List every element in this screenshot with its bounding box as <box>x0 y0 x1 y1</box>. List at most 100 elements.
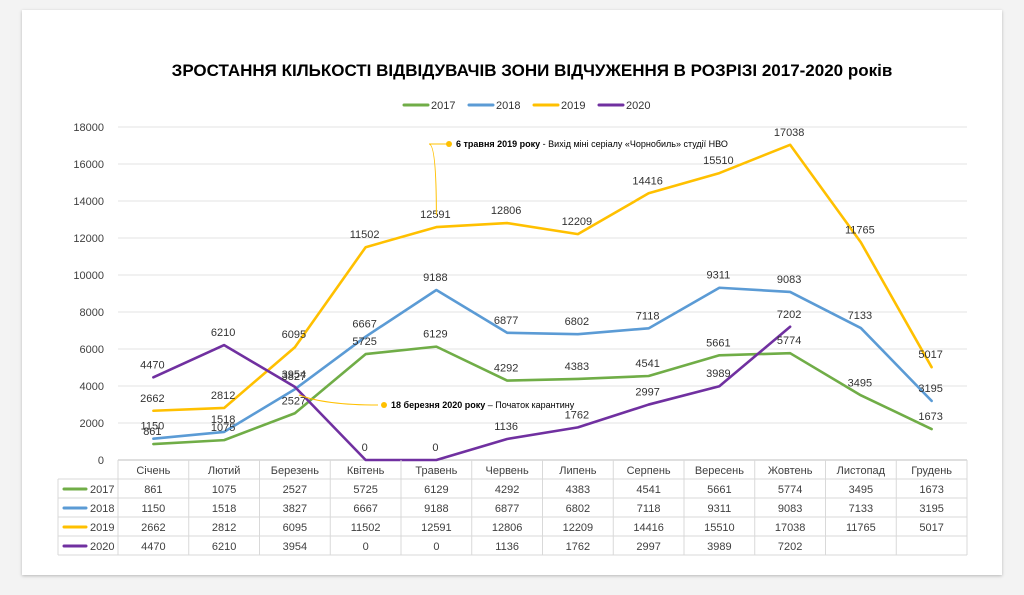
table-cell: 9083 <box>778 503 802 515</box>
table-cell: 1075 <box>212 484 236 496</box>
series-lines <box>152 143 933 462</box>
table-cell: 12806 <box>492 522 523 534</box>
table-cell: 5774 <box>778 484 802 496</box>
data-label: 6095 <box>282 329 306 341</box>
annotation-leader <box>428 143 449 216</box>
table-cell: 5725 <box>353 484 377 496</box>
table-cell: 9188 <box>424 503 448 515</box>
table-cell: 12591 <box>421 522 452 534</box>
category-label: Травень <box>415 465 457 477</box>
table-cell: 7118 <box>637 503 661 515</box>
data-label: 6667 <box>352 319 376 331</box>
y-axis: 0 2000 4000 6000 8000 10000 12000 14000 16000 180… <box>73 122 104 467</box>
table-cell: 17038 <box>775 522 806 534</box>
y-tick-label: 4000 <box>80 381 104 393</box>
table-cell: 3827 <box>283 503 307 515</box>
table-cell: 2997 <box>636 541 660 553</box>
chart-title: ЗРОСТАННЯ КІЛЬКОСТІ ВІДВІДУВАЧІВ ЗОНИ ВІ… <box>172 61 893 80</box>
data-label: 7118 <box>636 310 660 322</box>
category-label: Лютий <box>208 465 241 477</box>
data-label: 5661 <box>706 337 730 349</box>
annotations: 6 травня 2019 року - Вихід міні серіалу … <box>298 139 728 410</box>
category-label: Липень <box>559 465 597 477</box>
y-tick-label: 2000 <box>80 418 104 430</box>
y-tick-label: 18000 <box>73 122 104 134</box>
y-tick-label: 8000 <box>80 307 104 319</box>
data-label: 11502 <box>350 229 380 241</box>
category-label: Жовтень <box>768 465 813 477</box>
table-cell: 6802 <box>566 503 590 515</box>
data-label: 1136 <box>494 421 518 433</box>
table-cell: 5661 <box>707 484 731 496</box>
data-label: 15510 <box>703 155 734 167</box>
line-chart: ЗРОСТАННЯ КІЛЬКОСТІ ВІДВІДУВАЧІВ ЗОНИ ВІ… <box>57 61 968 556</box>
category-label: Квітень <box>347 465 385 477</box>
data-label: 9083 <box>777 274 801 286</box>
table-cell: 4541 <box>636 484 660 496</box>
table-cell: 1150 <box>142 503 166 515</box>
table-cell: 15510 <box>704 522 735 534</box>
data-label: 1518 <box>211 414 235 426</box>
data-label: 2527 <box>282 395 306 407</box>
data-label: 7133 <box>848 310 872 322</box>
series-line-2020 <box>152 325 792 462</box>
table-cell: 0 <box>363 541 369 553</box>
data-label: 5774 <box>777 335 801 347</box>
annotation-text: 18 березня 2020 року – Початок карантину <box>391 400 575 410</box>
data-label: 6802 <box>565 316 589 328</box>
table-cell: 0 <box>433 541 439 553</box>
data-label: 861 <box>143 426 161 438</box>
annotation-text: 6 травня 2019 року - Вихід міні серіалу … <box>456 139 728 149</box>
series-line-2017 <box>152 345 933 446</box>
table-cell: 3989 <box>707 541 731 553</box>
data-label: 3495 <box>848 377 872 389</box>
category-label: Січень <box>136 465 170 477</box>
table-cell: 1762 <box>566 541 590 553</box>
table-cell: 2812 <box>212 522 236 534</box>
legend-label: 2020 <box>626 100 650 112</box>
data-label: 6210 <box>211 327 235 339</box>
data-label: 12591 <box>420 209 451 221</box>
table-cell: 6095 <box>283 522 307 534</box>
table-series-name: 2020 <box>90 541 114 553</box>
chart-card: ЗРОСТАННЯ КІЛЬКОСТІ ВІДВІДУВАЧІВ ЗОНИ ВІ… <box>22 10 1002 575</box>
table-cell: 4292 <box>495 484 519 496</box>
category-label: Вересень <box>695 465 744 477</box>
data-label: 17038 <box>774 127 805 139</box>
data-label: 1762 <box>565 409 589 421</box>
data-label: 5017 <box>918 349 942 361</box>
table-cell: 7133 <box>849 503 873 515</box>
data-label: 3827 <box>282 371 306 383</box>
annotation-leader <box>298 394 379 406</box>
table-cell: 7202 <box>778 541 802 553</box>
data-label: 4470 <box>140 359 164 371</box>
annotation-date: 18 березня 2020 року <box>391 400 485 410</box>
data-label: 2812 <box>211 390 235 402</box>
data-label: 3954 <box>282 369 306 381</box>
category-label: Грудень <box>911 465 952 477</box>
y-tick-label: 0 <box>98 455 104 467</box>
table-cell: 861 <box>144 484 162 496</box>
table-series-name: 2018 <box>90 503 114 515</box>
table-cell: 2527 <box>283 484 307 496</box>
table-cell: 1518 <box>212 503 236 515</box>
data-label: 11765 <box>845 224 875 236</box>
series-line-2019 <box>152 143 933 413</box>
table-cell: 11502 <box>351 522 381 534</box>
legend-label: 2018 <box>496 100 520 112</box>
table-cell: 6129 <box>424 484 448 496</box>
data-label: 0 <box>432 442 438 454</box>
annotation-date: 6 травня 2019 року <box>456 139 540 149</box>
table-cell: 11765 <box>846 522 876 534</box>
table-cell: 4470 <box>141 541 165 553</box>
category-label: Серпень <box>627 465 671 477</box>
data-label: 6877 <box>494 315 518 327</box>
data-label: 5725 <box>352 336 376 348</box>
table-cell: 14416 <box>633 522 664 534</box>
data-label: 4541 <box>635 358 659 370</box>
table-cell: 4383 <box>566 484 590 496</box>
data-label: 1075 <box>211 422 235 434</box>
legend: 2017 2018 2019 2020 <box>402 100 650 112</box>
data-label: 1673 <box>918 411 942 423</box>
annotation-dot <box>381 402 387 408</box>
